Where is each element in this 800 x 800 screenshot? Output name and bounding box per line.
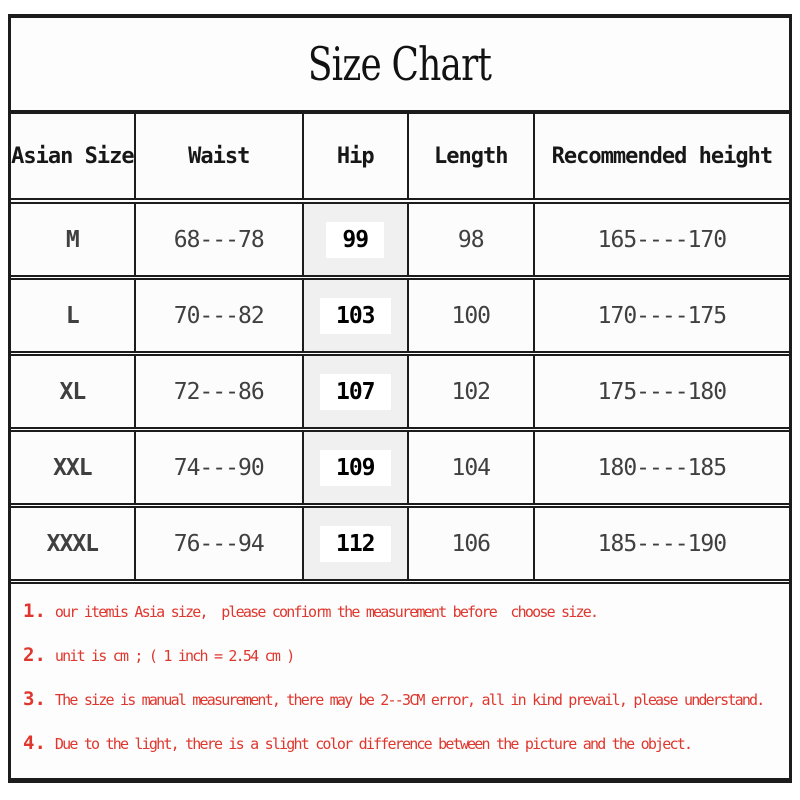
note-text: The size is manual measurement, there ma… [54, 691, 765, 709]
cell-size: XXXL [11, 505, 136, 584]
note-number: 2. [23, 644, 46, 666]
col-header-hip: Hip [301, 114, 409, 204]
note-line-2: 2. unit is cm ; ( 1 inch = 2.54 cm ) [23, 642, 781, 670]
cell-length: 102 [406, 353, 535, 432]
col-header-length: Length [406, 114, 535, 204]
header-row: Asian Size Waist Hip Length Recommended … [11, 114, 789, 204]
cell-length: 98 [406, 201, 535, 280]
hip-value: 107 [319, 373, 391, 410]
cell-size: XL [11, 353, 136, 432]
size-table: Asian Size Waist Hip Length Recommended … [11, 114, 789, 584]
cell-hip: 99 [301, 201, 409, 280]
cell-waist: 74---90 [133, 429, 304, 508]
cell-hip: 109 [301, 429, 409, 508]
cell-height: 185----190 [532, 505, 789, 584]
cell-length: 104 [406, 429, 535, 508]
cell-height: 175----180 [532, 353, 789, 432]
note-number: 3. [23, 688, 46, 710]
col-header-waist: Waist [133, 114, 304, 204]
hip-value: 99 [326, 221, 385, 258]
cell-height: 180----185 [532, 429, 789, 508]
cell-hip: 112 [301, 505, 409, 584]
note-line-1: 1. our itemis Asia size, please confiorm… [23, 598, 781, 626]
note-text: Due to the light, there is a slight colo… [54, 735, 693, 753]
cell-length: 100 [406, 277, 535, 356]
cell-waist: 70---82 [133, 277, 304, 356]
cell-size: M [11, 201, 136, 280]
table-row-xxxl: XXXL 76---94 112 106 185----190 [11, 505, 789, 584]
cell-hip: 103 [301, 277, 409, 356]
cell-hip: 107 [301, 353, 409, 432]
title-row: Size Chart [11, 18, 789, 114]
cell-waist: 76---94 [133, 505, 304, 584]
cell-length: 106 [406, 505, 535, 584]
table-row-xl: XL 72---86 107 102 175----180 [11, 353, 789, 432]
note-line-3: 3. The size is manual measurement, there… [23, 686, 781, 714]
note-line-4: 4. Due to the light, there is a slight c… [23, 730, 781, 758]
cell-size: XXL [11, 429, 136, 508]
hip-value: 112 [319, 525, 391, 562]
cell-size: L [11, 277, 136, 356]
chart-title: Size Chart [308, 37, 492, 91]
cell-waist: 72---86 [133, 353, 304, 432]
notes-section: 1. our itemis Asia size, please confiorm… [11, 584, 789, 758]
col-header-recommended-height: Recommended height [532, 114, 789, 204]
table-row-l: L 70---82 103 100 170----175 [11, 277, 789, 356]
note-number: 4. [23, 732, 46, 754]
col-header-asian-size: Asian Size [11, 114, 136, 204]
hip-value: 103 [319, 297, 391, 334]
cell-height: 170----175 [532, 277, 789, 356]
cell-waist: 68---78 [133, 201, 304, 280]
size-chart-frame: Size Chart Asian Size Waist Hip Length R… [8, 14, 792, 783]
cell-height: 165----170 [532, 201, 789, 280]
hip-value: 109 [319, 449, 391, 486]
note-text: unit is cm ; ( 1 inch = 2.54 cm ) [54, 647, 295, 665]
note-number: 1. [23, 600, 46, 622]
table-row-xxl: XXL 74---90 109 104 180----185 [11, 429, 789, 508]
note-text: our itemis Asia size, please confiorm th… [54, 603, 599, 621]
table-row-m: M 68---78 99 98 165----170 [11, 201, 789, 280]
